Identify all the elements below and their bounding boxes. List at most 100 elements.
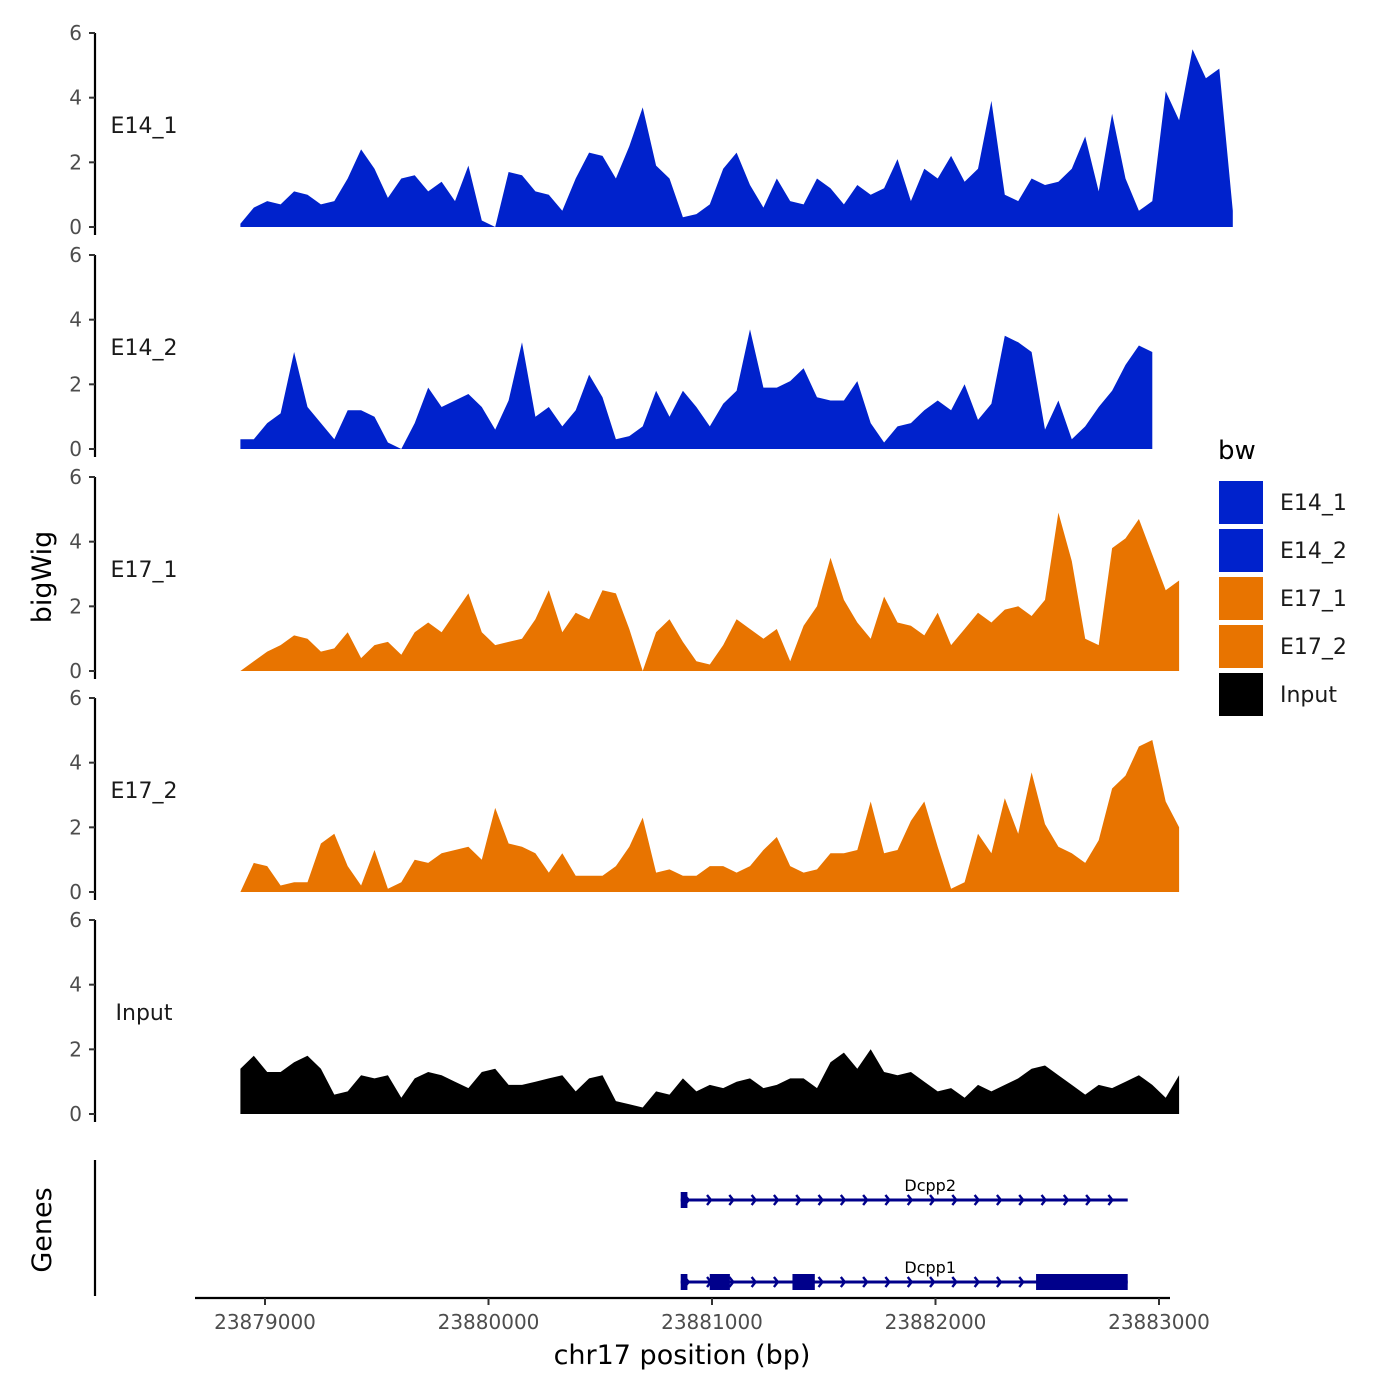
y-tick-label: 4 — [69, 751, 82, 775]
track-label: E14_2 — [111, 336, 178, 361]
y-axis-title: bigWig — [27, 531, 58, 624]
strand-arrow — [750, 1194, 758, 1206]
strand-arrow — [839, 1276, 847, 1288]
y-tick-label: 6 — [69, 465, 82, 489]
x-tick-label: 23880000 — [438, 1310, 540, 1334]
legend-label: E14_2 — [1280, 539, 1347, 564]
legend-swatch — [1219, 625, 1263, 668]
strand-arrow — [728, 1276, 735, 1288]
legend-label: E17_1 — [1280, 587, 1347, 612]
signal-area — [240, 49, 1233, 228]
y-tick-label: 2 — [69, 815, 82, 839]
y-tick-label: 4 — [69, 973, 82, 997]
legend-label: E17_2 — [1280, 635, 1347, 660]
y-tick-label: 2 — [69, 1037, 82, 1061]
signal-area — [240, 1049, 1180, 1114]
gene-name-label: Dcpp2 — [904, 1176, 956, 1195]
strand-arrow — [1018, 1276, 1025, 1288]
y-tick-label: 2 — [69, 372, 82, 396]
track-e17-1: 0 2 4 6 E17_1 — [69, 465, 1180, 683]
strand-arrow — [929, 1194, 936, 1206]
strand-arrow — [995, 1194, 1003, 1206]
strand-arrow — [1018, 1194, 1025, 1206]
strand-arrow — [884, 1276, 891, 1288]
gene-dcpp1: Dcpp1 — [680, 1258, 1128, 1290]
y-tick-label: 6 — [69, 908, 82, 932]
track-e17-2: 0 2 4 6 E17_2 — [69, 686, 1180, 904]
y-tick-label: 4 — [69, 530, 82, 554]
signal-tracks: 0 2 4 6 E14_1 0 2 4 6 E14_2 0 2 4 6 E17_1 0 2 4 6 E17_2 0 2 4 6… — [69, 21, 1233, 1126]
exon-block — [709, 1274, 730, 1290]
strand-arrow — [973, 1276, 981, 1288]
track-e14-1: 0 2 4 6 E14_1 — [69, 21, 1233, 239]
track-label: E17_1 — [111, 558, 178, 583]
strand-arrow — [772, 1194, 780, 1206]
track-label: Input — [116, 1001, 173, 1026]
exon-block — [792, 1274, 815, 1290]
strand-arrow — [817, 1194, 825, 1206]
x-tick-label: 23882000 — [885, 1310, 987, 1334]
gene-dcpp2: Dcpp2 — [680, 1176, 1128, 1208]
strand-arrow — [951, 1276, 958, 1288]
x-tick-label: 23881000 — [661, 1310, 763, 1334]
strand-arrow — [1062, 1194, 1070, 1206]
y-tick-label: 0 — [69, 215, 82, 239]
track-label: E14_1 — [111, 114, 178, 139]
y-tick-label: 0 — [69, 659, 82, 683]
exon-block — [680, 1192, 688, 1208]
legend-swatch — [1219, 577, 1263, 620]
strand-arrow — [839, 1194, 847, 1206]
strand-arrow — [929, 1276, 936, 1288]
legend-label: E14_1 — [1280, 491, 1347, 516]
exon-block — [680, 1274, 688, 1290]
strand-arrow — [995, 1276, 1003, 1288]
strand-arrow — [884, 1194, 891, 1206]
y-tick-label: 2 — [69, 150, 82, 174]
signal-area — [240, 512, 1180, 671]
strand-arrow — [750, 1276, 758, 1288]
strand-arrow — [951, 1194, 958, 1206]
legend: bw E14_1 E14_2 E17_1 E17_2 Input — [1218, 436, 1347, 716]
y-tick-label: 6 — [69, 243, 82, 267]
track-input: 0 2 4 6 Input — [69, 908, 1180, 1126]
strand-arrow — [906, 1194, 914, 1206]
y-tick-label: 6 — [69, 21, 82, 45]
strand-arrow — [706, 1194, 713, 1206]
legend-title: bw — [1218, 436, 1256, 466]
strand-arrow — [1085, 1194, 1092, 1206]
y-tick-label: 6 — [69, 686, 82, 710]
legend-swatch — [1219, 673, 1263, 716]
y-tick-label: 4 — [69, 308, 82, 332]
strand-arrow — [973, 1194, 981, 1206]
x-tick-label: 23883000 — [1108, 1310, 1210, 1334]
signal-area — [240, 740, 1180, 892]
x-axis-title: chr17 position (bp) — [554, 1340, 811, 1371]
y-tick-label: 0 — [69, 437, 82, 461]
strand-arrow — [772, 1276, 780, 1288]
track-e14-2: 0 2 4 6 E14_2 — [69, 243, 1153, 461]
signal-area — [240, 329, 1153, 449]
track-label: E17_2 — [111, 779, 178, 804]
exon-block — [1036, 1274, 1128, 1290]
genes-axis-title: Genes — [27, 1187, 58, 1272]
strand-arrow — [862, 1276, 869, 1288]
legend-label: Input — [1280, 683, 1337, 708]
strand-arrow — [817, 1276, 825, 1288]
strand-arrow — [906, 1276, 914, 1288]
strand-arrow — [795, 1194, 802, 1206]
y-tick-label: 0 — [69, 1102, 82, 1126]
gene-name-label: Dcpp1 — [904, 1258, 956, 1277]
y-tick-label: 2 — [69, 594, 82, 618]
x-axis: 23879000 23880000 23881000 23882000 23883000 — [195, 1296, 1210, 1334]
legend-swatch — [1219, 529, 1263, 572]
y-tick-label: 0 — [69, 880, 82, 904]
strand-arrow — [1040, 1194, 1048, 1206]
legend-swatch — [1219, 481, 1263, 524]
y-tick-label: 4 — [69, 86, 82, 110]
strand-arrow — [1107, 1194, 1114, 1206]
strand-arrow — [862, 1194, 869, 1206]
genes-track: Dcpp2 Dcpp1 — [93, 1160, 1128, 1296]
strand-arrow — [728, 1194, 735, 1206]
x-tick-label: 23879000 — [214, 1310, 316, 1334]
